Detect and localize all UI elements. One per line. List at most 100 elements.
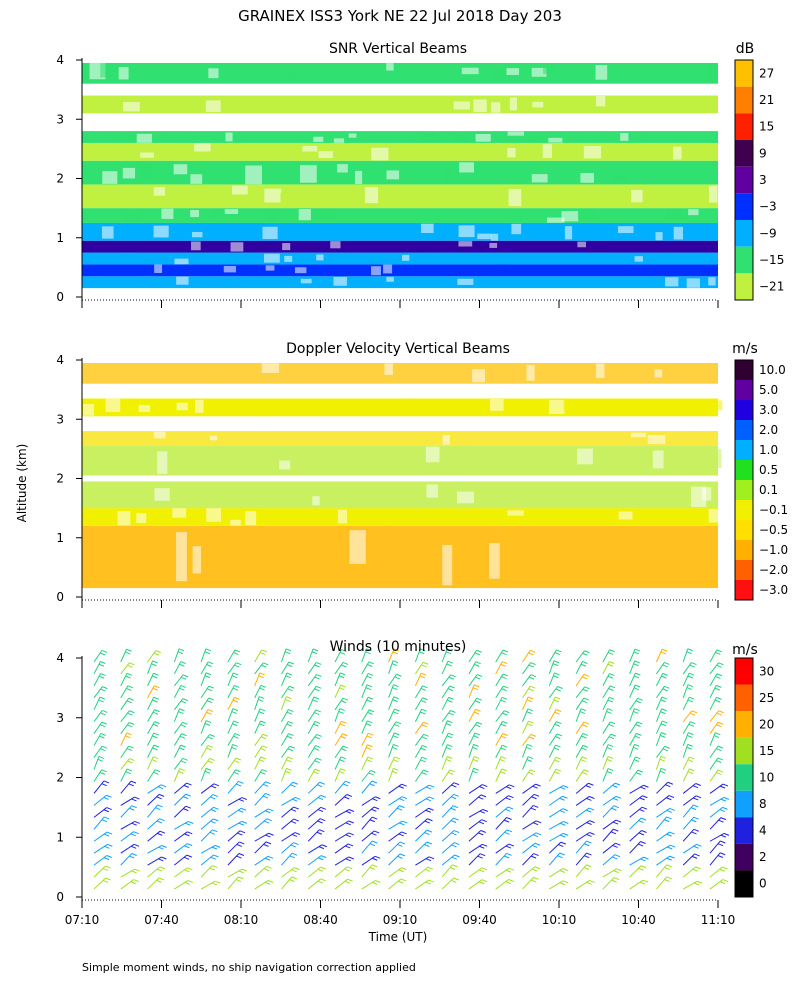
wind-barb — [682, 795, 702, 806]
data-speckle — [418, 363, 435, 375]
y-axis-label: Altitude (km) — [15, 444, 29, 523]
wind-barb — [656, 661, 670, 675]
x-tick-label: 10:40 — [621, 913, 656, 927]
wind-barb — [414, 744, 428, 758]
wind-barb — [415, 829, 433, 842]
colorbar-swatch — [735, 360, 753, 380]
wind-barb — [602, 696, 615, 711]
wind-barb — [200, 818, 219, 830]
wind-barb — [495, 843, 515, 854]
data-speckle — [210, 254, 218, 260]
colorbar-swatch — [735, 273, 753, 300]
wind-barb — [173, 744, 186, 758]
wind-barb — [441, 793, 459, 806]
data-speckle — [226, 145, 244, 160]
doppler-colorbar-unit: m/s — [732, 341, 758, 357]
data-layer — [82, 95, 718, 114]
data-speckle — [595, 243, 606, 249]
data-speckle — [103, 100, 117, 113]
wind-barb — [173, 733, 187, 746]
colorbar-swatch — [735, 460, 753, 480]
wind-barb — [602, 685, 616, 699]
wind-barb — [361, 770, 376, 782]
x-tick-label: 08:40 — [303, 913, 338, 927]
wind-barb — [281, 733, 294, 746]
data-speckle — [546, 217, 565, 223]
y-tick-label: 1 — [56, 531, 64, 545]
colorbar-swatch — [735, 658, 753, 685]
wind-barb — [307, 818, 326, 830]
wind-barb — [548, 733, 563, 746]
data-speckle — [138, 224, 155, 235]
wind-barb — [682, 648, 693, 663]
data-speckle — [191, 241, 201, 251]
data-speckle — [194, 143, 211, 152]
wind-barb — [200, 672, 212, 687]
data-speckle — [543, 64, 556, 74]
data-speckle — [245, 511, 257, 526]
wind-barb — [522, 720, 534, 734]
colorbar-swatch — [735, 817, 753, 844]
wind-barb — [281, 672, 293, 687]
panel-data — [82, 362, 725, 589]
data-speckle — [85, 456, 94, 475]
wind-barb — [656, 745, 670, 758]
data-speckle — [139, 162, 153, 179]
wind-barb — [147, 784, 167, 794]
data-speckle — [614, 105, 632, 113]
wind-barb — [414, 648, 426, 663]
wind-barb — [388, 732, 400, 746]
wind-barb — [682, 684, 694, 699]
wind-barb — [495, 867, 515, 878]
wind-barb — [548, 696, 561, 711]
wind-barb — [227, 841, 245, 854]
wind-barb — [254, 672, 265, 687]
wind-barb — [120, 745, 134, 758]
wind-barb — [522, 662, 536, 675]
x-tick-label: 07:10 — [65, 913, 100, 927]
data-speckle — [708, 509, 725, 523]
wind-barb — [495, 685, 509, 699]
colorbar-swatch — [735, 764, 753, 791]
data-speckle — [209, 544, 220, 574]
wind-barb — [415, 807, 434, 818]
data-speckle — [665, 277, 679, 287]
wind-barb — [334, 768, 346, 782]
wind-barb — [548, 686, 563, 699]
data-speckle — [206, 508, 222, 522]
colorbar-label: −15 — [759, 253, 784, 267]
wind-barb — [120, 780, 137, 794]
colorbar-swatch — [735, 480, 753, 500]
wind-barb — [147, 845, 167, 854]
wind-barb — [414, 685, 428, 699]
doppler-panel: 0 1 2 3 4 10.0 5.0 3.0 2.0 1.0 0.5 0.1 −0.1 −0.5 −1.0 −… — [56, 341, 788, 608]
wind-barb — [281, 745, 295, 758]
data-speckle — [564, 548, 572, 573]
wind-barb — [93, 686, 108, 699]
data-speckle — [386, 276, 394, 282]
wind-barb — [441, 864, 458, 878]
wind-barb — [415, 866, 434, 878]
wind-barb — [361, 756, 374, 770]
data-speckle — [136, 133, 152, 143]
data-speckle — [492, 189, 505, 207]
data-speckle — [686, 278, 700, 288]
wind-barb — [388, 831, 407, 842]
data-layer — [82, 160, 718, 185]
wind-barb — [441, 710, 456, 723]
wind-barb — [361, 672, 374, 687]
data-speckle — [459, 162, 474, 173]
data-speckle — [508, 530, 525, 559]
wind-barb — [656, 844, 676, 854]
wind-barb — [575, 852, 592, 866]
wind-barb — [575, 769, 589, 782]
wind-barb — [495, 784, 515, 794]
wind-barb — [281, 756, 293, 770]
wind-barb — [307, 768, 320, 782]
data-speckle — [601, 483, 611, 504]
wind-barb — [361, 780, 378, 794]
data-speckle — [442, 435, 450, 445]
colorbar-swatch — [735, 60, 753, 87]
colorbar-label: −9 — [759, 226, 777, 240]
wind-barb — [682, 710, 698, 723]
